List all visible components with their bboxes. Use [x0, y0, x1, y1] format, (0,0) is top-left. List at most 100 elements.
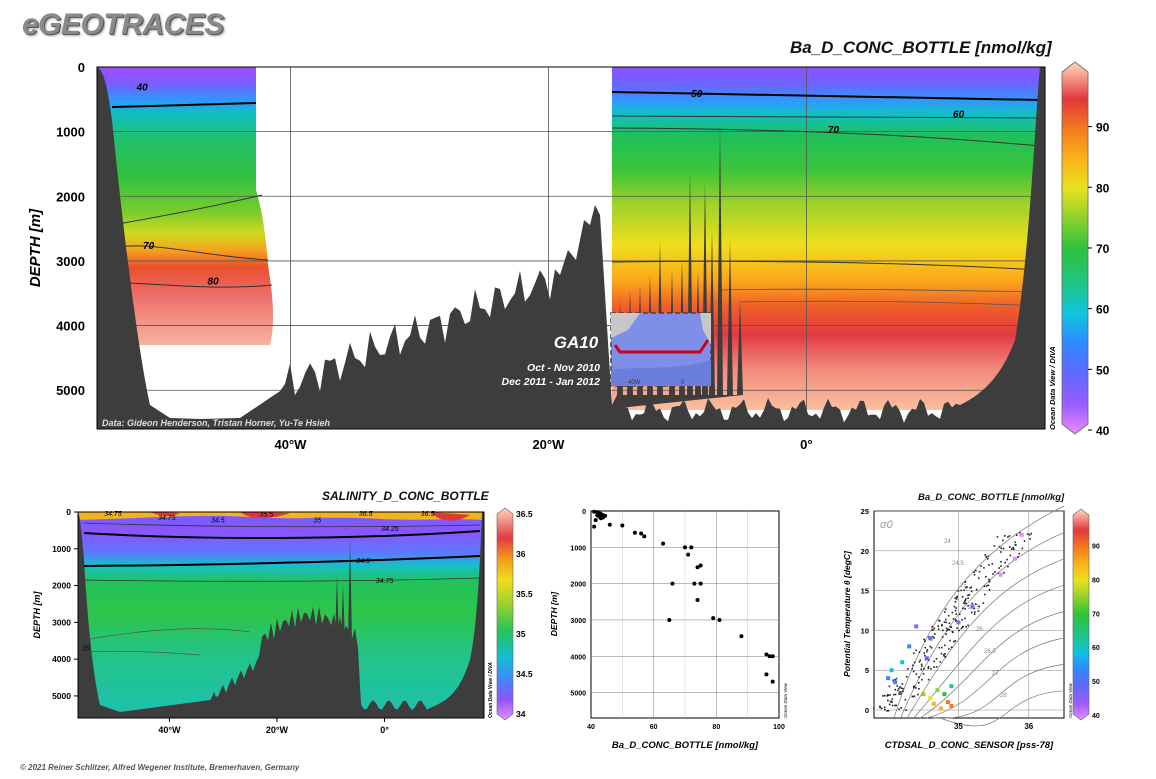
ts-cloud-point [983, 593, 986, 596]
ts-cloud-point [935, 657, 938, 660]
ts-cloud-point [921, 665, 923, 668]
profile-point-32 [764, 652, 769, 657]
profile-point-28 [667, 617, 672, 622]
ts-cloud-point [963, 589, 965, 591]
ts-cloud-point [933, 666, 935, 668]
ts-cloud-point [880, 707, 883, 710]
ts-cloud-point [888, 685, 891, 688]
ts-cloud-point [962, 607, 964, 610]
sal-contour-label-7: 34.25 [381, 526, 399, 533]
ts-cloud-point [1003, 571, 1005, 574]
ts-cloud-point [895, 704, 898, 707]
ts-cloud-point [883, 694, 886, 697]
ts-cloud-point [898, 693, 900, 695]
ts-cloud-point [985, 556, 988, 558]
profile-point-21 [686, 552, 691, 557]
profile-xlabel: Ba_D_CONC_BOTTLE [nmol/kg] [612, 740, 759, 751]
ts-cloud-point [900, 706, 902, 709]
ts-colored-point-14 [949, 684, 954, 689]
ts-cloud-point [927, 666, 930, 668]
ts-cloud-point [994, 571, 996, 573]
ts-cloud-point [988, 589, 991, 591]
ts-cloud-point [998, 567, 1000, 569]
profile-point-17 [642, 534, 647, 539]
ts-cloud-point [1021, 547, 1024, 550]
ts-cloud-point [1015, 544, 1017, 546]
ts-cloud-point [978, 570, 981, 573]
salinity-colorbar: 34 34.5 35 35.5 36 36.5 [496, 507, 533, 721]
main-contour-label-2: 80 [208, 276, 220, 287]
main-cbar-label-0: 40 [1096, 424, 1110, 438]
main-cbar-label-3: 70 [1096, 242, 1110, 256]
ts-colored-point-0 [886, 676, 891, 681]
ts-cloud-point [926, 650, 928, 653]
ts-cloud-point [955, 619, 957, 621]
ts-cloud-point [894, 704, 896, 707]
ts-cloud-point [935, 666, 938, 668]
cruise-name: GA10 [554, 333, 599, 352]
isopycnal-1 [900, 532, 1065, 719]
ts-colored-point-12 [938, 706, 943, 711]
main-contour-label-4: 60 [953, 110, 965, 121]
ts-cloud-point [918, 660, 921, 663]
sal-ytick-label-5: 5000 [52, 691, 71, 701]
sigma-label: σ0 [880, 519, 894, 531]
ts-cloud-point [887, 699, 889, 702]
ts-cloud-point [955, 598, 958, 600]
ts-cloud-point [960, 589, 963, 592]
ts-colored-point-15 [956, 620, 961, 625]
ts-cloud-point [902, 690, 904, 693]
ts-cloud-point [984, 554, 987, 556]
ts-cloud-point [949, 639, 951, 642]
isopycnal-label-0: 24 [944, 539, 951, 545]
ts-cbar-label-2: 60 [1092, 645, 1100, 652]
ts-cloud-point [1003, 535, 1006, 537]
sal-contour-label-8: 34.5 [356, 558, 370, 565]
profile-point-15 [632, 530, 637, 535]
ts-cloud-point [967, 597, 969, 599]
main-ytick-label-4: 4000 [56, 319, 85, 334]
profile-point-14 [620, 523, 625, 528]
ts-cloud-point [933, 637, 935, 639]
ts-cloud-point [985, 585, 988, 587]
isopycnal-label-6: 27 [992, 671, 999, 677]
profile-point-23 [695, 565, 700, 570]
ts-cloud-point [896, 685, 899, 687]
ts-colored-point-1 [893, 680, 898, 685]
ts-cloud-point [948, 648, 950, 650]
ts-cloud-point [898, 691, 901, 693]
ts-colored-point-20 [928, 636, 933, 641]
sal-ytick-label-3: 3000 [52, 617, 71, 627]
prof-xtick-label-3: 100 [773, 724, 785, 731]
salinity-seafloor-land [78, 512, 484, 718]
main-ytick-label-0: 0 [78, 60, 85, 75]
ts-cloud-point [900, 687, 903, 689]
main-cbar-label-5: 90 [1096, 121, 1110, 135]
profile-point-19 [683, 545, 687, 550]
ts-cloud-point [913, 685, 916, 688]
ts-cloud-point [889, 694, 891, 696]
ts-cloud-point [964, 617, 966, 620]
ts-cloud-point [892, 693, 895, 696]
ts-cloud-point [888, 703, 891, 706]
profile-point-33 [767, 654, 772, 659]
ts-cloud-point [898, 687, 900, 690]
ts-cloud-point [1011, 548, 1013, 550]
ts-cloud-point [964, 598, 967, 600]
profile-ylabel: DEPTH [m] [549, 591, 559, 637]
ts-xtick-label-0: 35 [954, 722, 963, 731]
ts-cloud-point [952, 631, 954, 634]
ts-point-cloud [873, 531, 1033, 712]
ts-cloud-point [930, 647, 933, 649]
ts-cloud-point [973, 573, 976, 576]
sal-xtick-label-2: 0° [380, 725, 389, 735]
ts-cloud-point [882, 695, 884, 697]
main-cbar-label-1: 50 [1096, 363, 1110, 377]
ts-cloud-point [962, 625, 964, 628]
ts-cloud-point [942, 629, 944, 632]
main-section-plot [97, 67, 1045, 429]
ts-cloud-point [914, 687, 917, 689]
ts-cloud-point [1014, 541, 1017, 544]
ts-cloud-point [930, 667, 932, 670]
